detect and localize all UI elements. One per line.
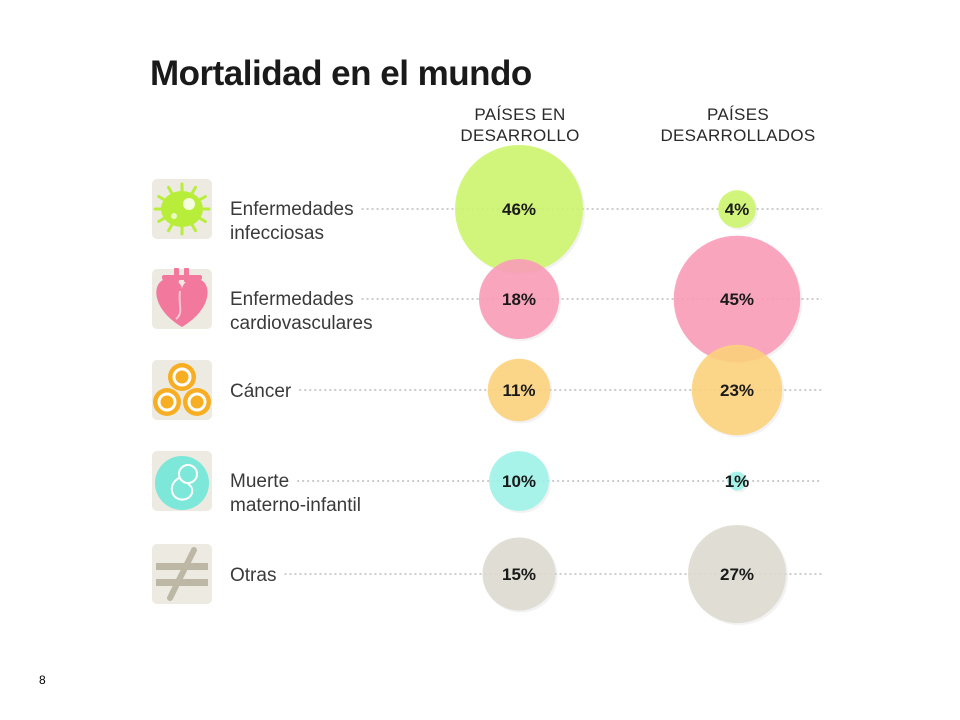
fetus-icon-shape <box>155 456 209 510</box>
page-title: Mortalidad en el mundo <box>150 54 532 93</box>
percentage-label: 45% <box>720 290 754 309</box>
virus-icon <box>153 182 211 236</box>
fetus-icon <box>155 456 209 510</box>
category-label: Muerte <box>230 471 289 492</box>
category-label-line2: materno-infantil <box>230 495 361 516</box>
percentage-label: 1% <box>725 472 750 491</box>
percentage-label: 23% <box>720 381 754 400</box>
column-header-line: DESARROLLADOS <box>660 126 816 145</box>
category-label: Otras <box>230 565 276 586</box>
column-header-developed: PAÍSES DESARROLLADOS <box>628 104 848 146</box>
column-header-line: PAÍSES EN <box>474 105 566 124</box>
category-labels: Enfermedades infecciosas Enfermedades cardi… <box>230 199 373 586</box>
bubble-cardiovasculares-developed <box>673 235 801 363</box>
bubble-cancer-developed <box>691 344 783 436</box>
bubbles <box>455 145 803 626</box>
cells-icon-shape <box>168 363 196 391</box>
fetus-icon-shape <box>178 464 198 484</box>
percentage-label: 27% <box>720 565 754 584</box>
bubble-otras-developed <box>687 524 787 624</box>
heart-icon-shape <box>162 275 202 280</box>
heart-icon <box>156 268 208 327</box>
percentage-label: 46% <box>502 200 536 219</box>
category-icons <box>152 179 212 604</box>
column-header-line: PAÍSES <box>707 105 769 124</box>
category-label-line2: cardiovasculares <box>230 313 373 334</box>
cells-icon-shape <box>153 388 181 416</box>
percentage-label: 15% <box>502 565 536 584</box>
cells-icon-shape <box>187 392 207 412</box>
heart-icon-shape <box>156 278 208 327</box>
bubble-otras-developing <box>482 537 556 611</box>
category-label: Enfermedades <box>230 289 354 310</box>
percentage-label: 4% <box>725 200 750 219</box>
not-equal-icon-shape <box>156 563 208 570</box>
bubble-materno-developing <box>489 451 549 511</box>
virus-icon-shape <box>161 191 203 227</box>
heart-icon-shape <box>175 290 182 320</box>
category-label: Cáncer <box>230 381 292 402</box>
cells-icon-shape <box>183 388 211 416</box>
percentage-label: 10% <box>502 472 536 491</box>
virus-icon-shape <box>183 198 195 210</box>
cells-icon <box>153 363 211 416</box>
percentage-label: 11% <box>502 381 535 400</box>
bubble-infecciosas-developing <box>455 145 583 273</box>
fetus-icon-shape <box>170 477 194 501</box>
percentage-labels: 46% 4% 18% 45% 11% 23% 10% 1% 15% 27% <box>502 200 754 584</box>
bubble-cancer-developing <box>487 358 551 422</box>
page-number: 8 <box>39 673 46 687</box>
virus-icon-shape <box>171 213 177 219</box>
bubble-infecciosas-developed <box>718 190 756 228</box>
bubble-materno-developed <box>727 471 747 491</box>
bubble-cardiovasculares-developing <box>478 258 560 340</box>
cells-icon-shape <box>172 367 192 387</box>
cells-icon-shape <box>157 392 177 412</box>
not-equal-icon-shape <box>156 579 208 586</box>
percentage-label: 18% <box>502 290 536 309</box>
category-label: Enfermedades <box>230 199 354 220</box>
not-equal-icon-shape <box>167 547 197 601</box>
column-header-line: DESARROLLO <box>460 126 580 145</box>
column-header-developing: PAÍSES EN DESARROLLO <box>410 104 630 146</box>
not-equal-icon <box>156 547 208 601</box>
category-label-line2: infecciosas <box>230 223 324 244</box>
